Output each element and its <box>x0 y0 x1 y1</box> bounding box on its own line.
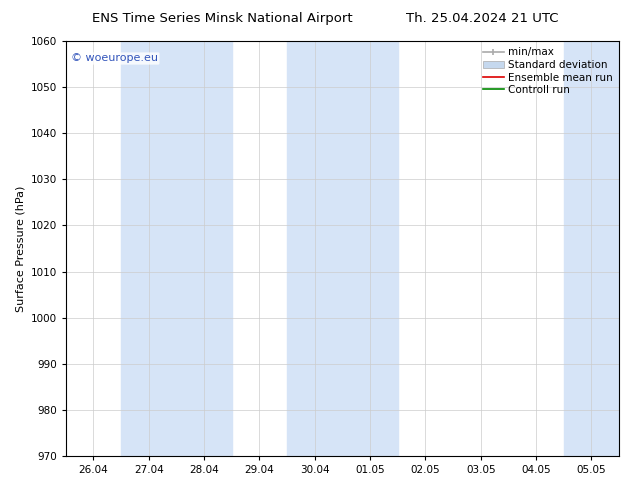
Bar <box>121 41 232 456</box>
Text: ENS Time Series Minsk National Airport: ENS Time Series Minsk National Airport <box>91 12 353 25</box>
Text: Th. 25.04.2024 21 UTC: Th. 25.04.2024 21 UTC <box>406 12 558 25</box>
Bar <box>564 41 619 456</box>
Text: © woeurope.eu: © woeurope.eu <box>72 53 158 64</box>
Y-axis label: Surface Pressure (hPa): Surface Pressure (hPa) <box>15 185 25 312</box>
Legend: min/max, Standard deviation, Ensemble mean run, Controll run: min/max, Standard deviation, Ensemble me… <box>479 43 617 99</box>
Bar <box>287 41 398 456</box>
